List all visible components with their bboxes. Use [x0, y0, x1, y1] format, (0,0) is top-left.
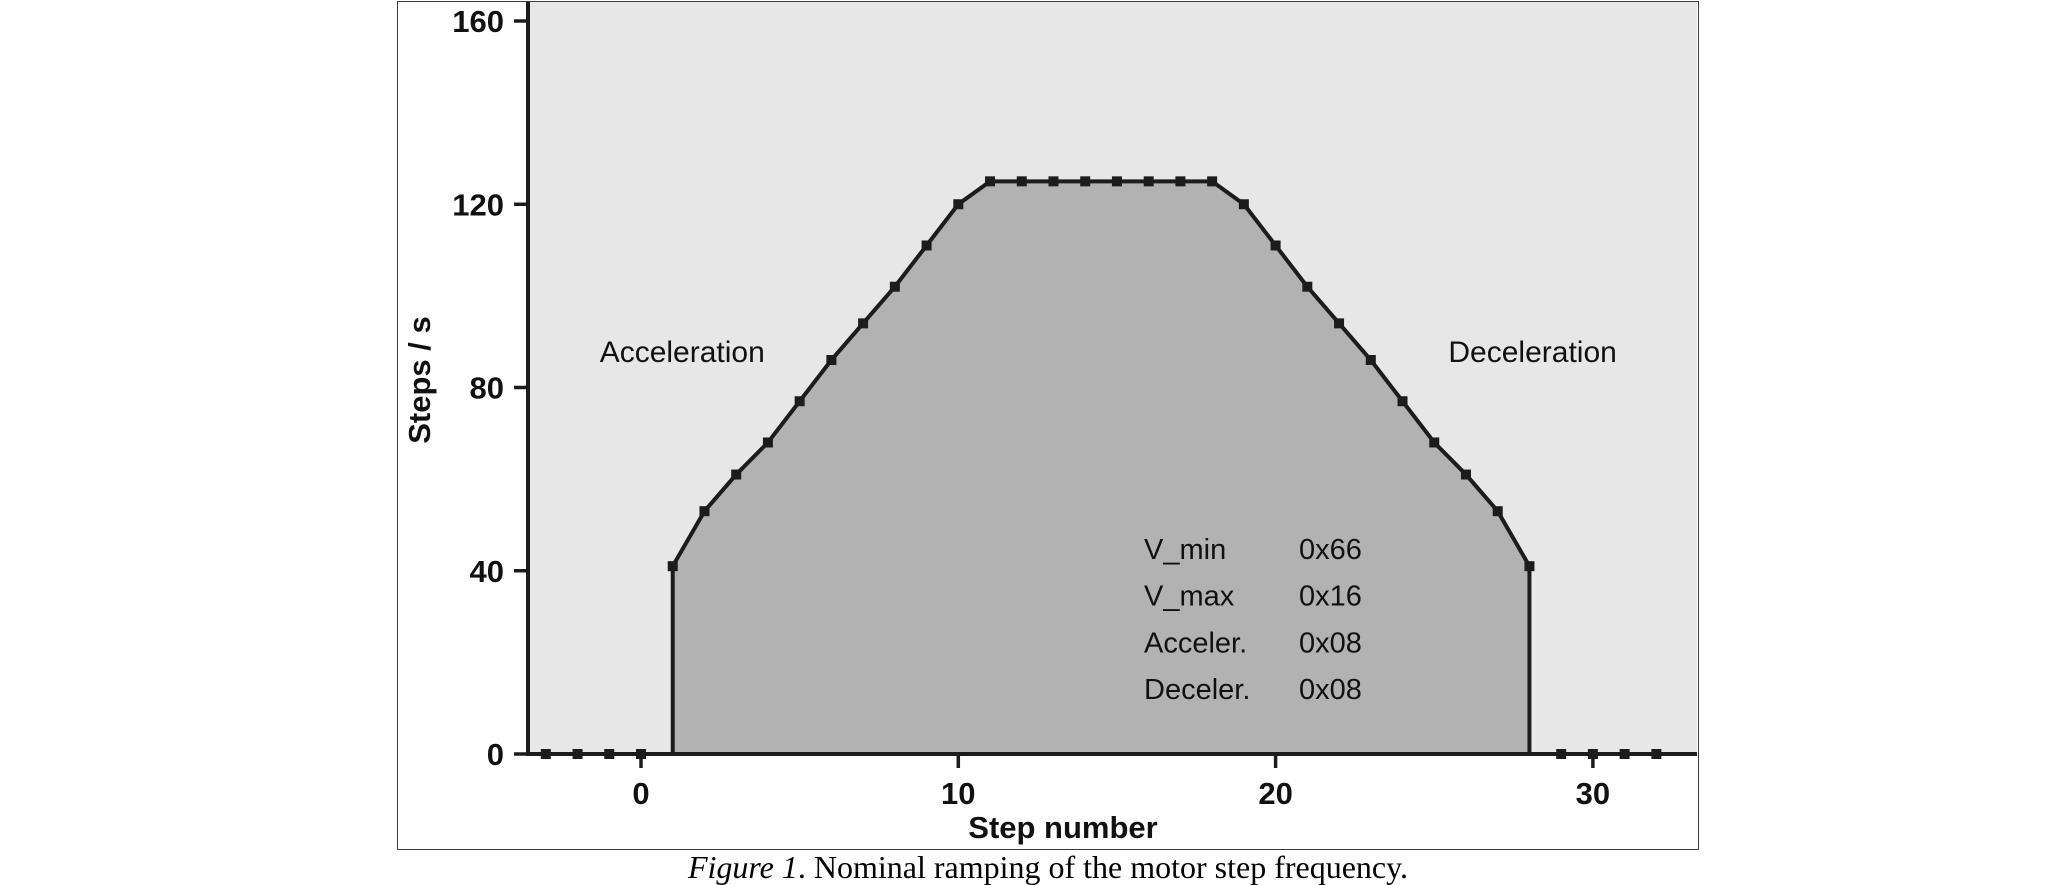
data-point-marker: [1365, 355, 1376, 366]
param-value: 0x66: [1299, 534, 1362, 566]
data-point-marker: [826, 355, 837, 366]
param-name: Deceler.: [1144, 674, 1250, 706]
annotation-deceleration: Deceleration: [1448, 336, 1616, 369]
data-point-marker: [1492, 506, 1503, 517]
data-point-marker: [1429, 437, 1440, 448]
y-axis-title: Steps / s: [402, 316, 437, 444]
param-name: V_min: [1144, 534, 1226, 566]
figure-panel: 0 40 80 120 160 0 10 20 30 Steps / s Step number Ac…: [397, 1, 1699, 850]
data-point-marker: [667, 561, 678, 572]
data-point-marker: [1080, 176, 1091, 187]
data-point-marker: [1048, 176, 1059, 187]
x-tick-label: 30: [1576, 776, 1610, 811]
figure-caption: Figure 1. Nominal ramping of the motor s…: [397, 849, 1699, 885]
figure-caption-text: . Nominal ramping of the motor step freq…: [797, 849, 1409, 885]
y-tick-label: 120: [452, 187, 504, 222]
data-point-marker: [699, 506, 710, 517]
y-tick-label: 40: [470, 554, 504, 589]
y-tick-label: 160: [452, 4, 504, 39]
y-tick-label: 0: [487, 737, 504, 772]
param-name: Acceler.: [1144, 627, 1247, 659]
data-point-marker: [858, 318, 869, 329]
data-point-marker: [1302, 281, 1313, 292]
data-point-marker: [1111, 176, 1122, 187]
data-point-marker: [953, 199, 964, 210]
data-point-marker: [1016, 176, 1027, 187]
figure-caption-label: Figure 1: [687, 849, 798, 885]
x-tick-label: 10: [941, 776, 975, 811]
data-point-marker: [1238, 199, 1249, 210]
data-point-marker: [1207, 176, 1218, 187]
ramp-line: [545, 179, 1657, 756]
data-point-marker: [985, 176, 996, 187]
data-point-marker: [1143, 176, 1154, 187]
param-table: V_min 0x66 V_max 0x16 Acceler. 0x08 Deceler. 0x…: [1144, 534, 1362, 706]
ramp-chart: 0 40 80 120 160 0 10 20 30 Steps / s Step number Ac…: [402, 2, 1697, 845]
data-point-marker: [1397, 396, 1408, 407]
param-name: V_max: [1144, 581, 1235, 613]
x-tick-label: 0: [632, 776, 649, 811]
param-value: 0x08: [1299, 674, 1362, 706]
data-point-marker: [794, 396, 805, 407]
data-point-marker: [731, 469, 742, 480]
data-point-marker: [762, 437, 773, 448]
data-point-marker: [1460, 469, 1471, 480]
annotation-acceleration: Acceleration: [600, 336, 765, 369]
param-value: 0x16: [1299, 581, 1362, 613]
data-point-marker: [921, 240, 932, 251]
param-value: 0x08: [1299, 627, 1362, 659]
x-axis-ticks: 0 10 20 30: [632, 754, 1610, 811]
data-point-marker: [1334, 318, 1345, 329]
data-point-marker: [1270, 240, 1281, 251]
y-tick-label: 80: [470, 371, 504, 406]
x-tick-label: 20: [1258, 776, 1292, 811]
data-point-marker: [1524, 561, 1535, 572]
data-point-marker: [889, 281, 900, 292]
y-axis-ticks: 0 40 80 120 160: [452, 4, 528, 772]
data-point-marker: [1175, 176, 1186, 187]
ramp-area-fill: [672, 181, 1530, 754]
x-axis-title: Step number: [968, 810, 1157, 845]
